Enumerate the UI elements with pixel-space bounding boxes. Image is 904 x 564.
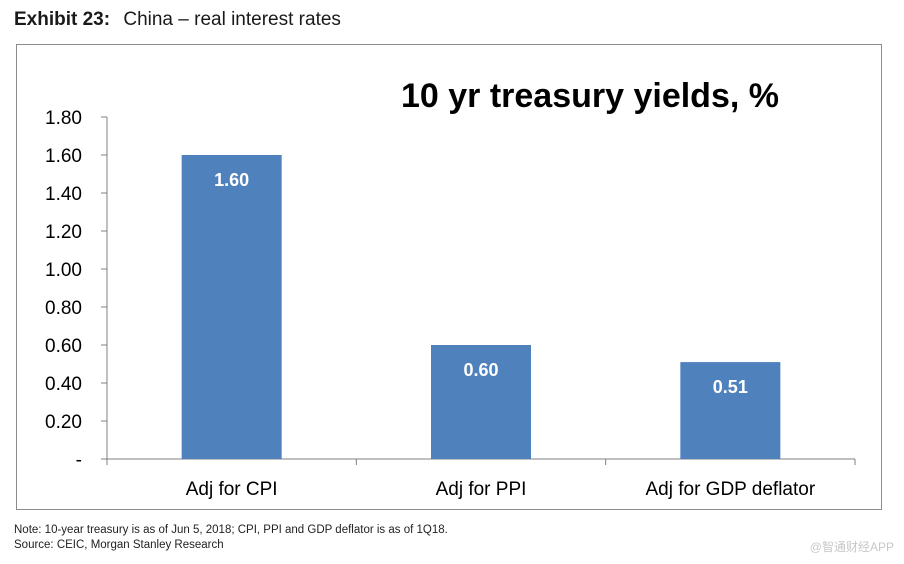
source-text: Source: CEIC, Morgan Stanley Research [14,539,224,551]
category-label: Adj for CPI [186,479,278,500]
y-tick-label: 1.20 [45,222,82,243]
y-tick-label: 0.80 [45,298,82,319]
watermark: @智通财经APP [809,540,894,554]
bars: 1.60 0.60 0.51 [181,155,781,459]
y-tick-label: - [76,450,82,471]
chart-title: 10 yr treasury yields, % [401,77,779,115]
category-label: Adj for PPI [436,479,527,500]
y-tick-label: 1.60 [45,146,82,167]
category-label: Adj for GDP deflator [645,479,815,500]
data-label: 0.51 [713,377,748,397]
bar [680,362,781,459]
y-tick-label: 0.60 [45,336,82,357]
exhibit-header: Exhibit 23: China – real interest rates [14,9,341,31]
exhibit-title: China – real interest rates [123,9,341,30]
x-axis: Adj for CPI Adj for PPI Adj for GDP deflat… [106,458,856,500]
bar [431,345,531,459]
note-text: Note: 10-year treasury is as of Jun 5, 2… [14,524,448,536]
data-label: 1.60 [214,170,249,190]
y-tick-label: 1.40 [45,184,82,205]
y-tick-label: 0.20 [45,412,82,433]
y-tick-label: 1.80 [45,108,82,129]
y-tick-label: 1.00 [45,260,82,281]
bar [181,155,282,459]
y-axis: - 0.20 0.40 0.60 0.80 1.00 1.20 1.40 1.60 1.80 [45,108,108,471]
chart-frame [16,44,882,510]
exhibit-label: Exhibit 23: [14,9,111,30]
y-tick-label: 0.40 [45,374,82,395]
footnotes: Note: 10-year treasury is as of Jun 5, 2… [14,523,448,553]
data-label: 0.60 [463,360,498,380]
